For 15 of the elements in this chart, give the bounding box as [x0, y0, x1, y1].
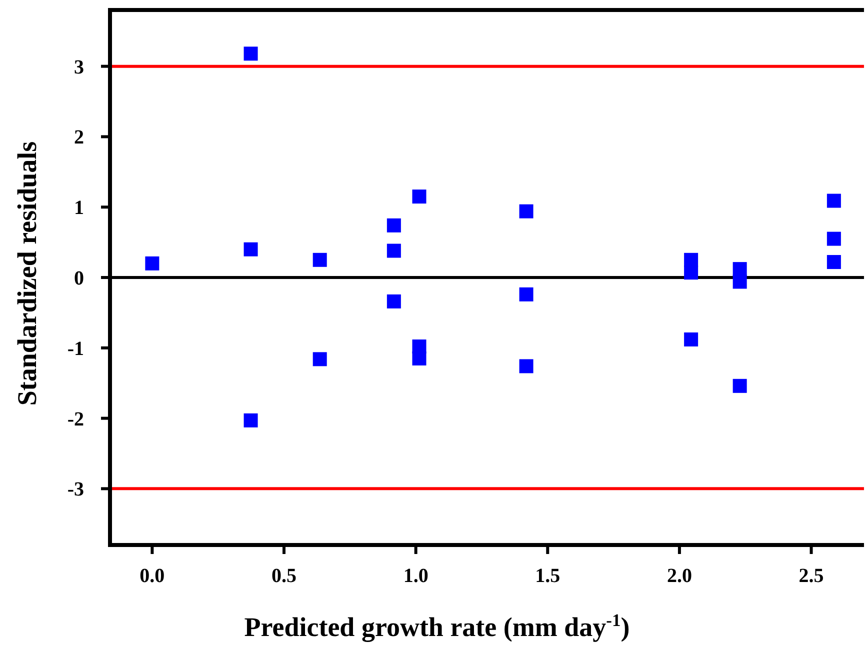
y-axis-title: Standardized residuals	[12, 141, 42, 406]
y-tick-label: 2	[74, 126, 84, 149]
x-tick-label: 0.5	[272, 565, 296, 587]
y-tick-label: 3	[74, 56, 84, 78]
x-tick-label: 2.5	[798, 565, 824, 587]
y-tick-label: 0	[74, 268, 84, 290]
x-tick-label: 1.5	[535, 565, 560, 587]
x-tick-label: 1.0	[403, 565, 428, 587]
y-tick-label: -2	[67, 408, 84, 430]
y-tick-label: 1	[74, 197, 84, 220]
x-tick-label: 2.0	[666, 565, 692, 587]
y-tick-label: -3	[67, 478, 84, 501]
x-tick-label: 0.0	[140, 565, 165, 587]
y-tick-label: -1	[67, 338, 84, 360]
x-axis-title: Predicted growth rate (mm day$^{-1}$)	[244, 610, 630, 642]
